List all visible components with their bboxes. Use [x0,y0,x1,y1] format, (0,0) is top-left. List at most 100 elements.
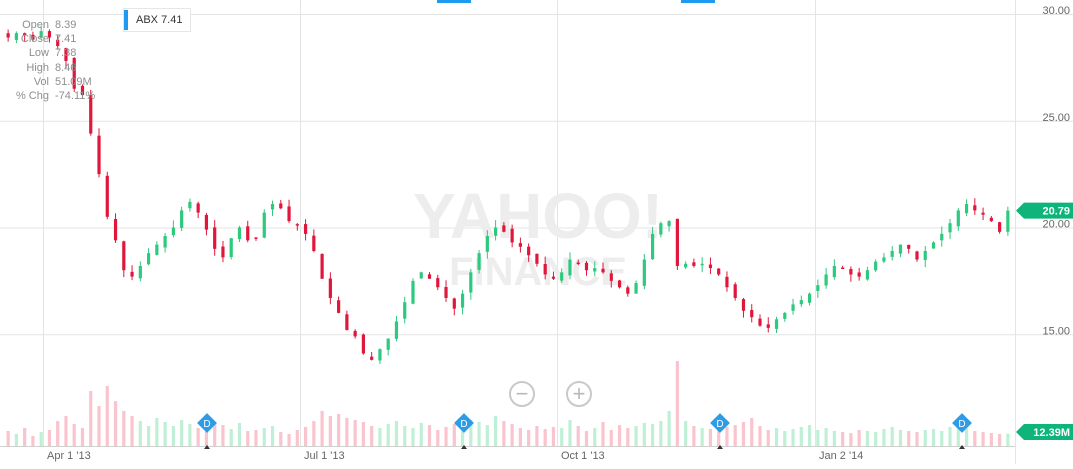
candle-body [551,276,556,279]
range-tab-indicator-1[interactable] [437,0,471,3]
volume-bars [6,361,1010,446]
volume-bar [650,424,655,446]
x-tick-label: Jan 2 '14 [819,450,863,462]
volume-bar [14,434,18,446]
candle-body [675,218,679,266]
candle-body [287,206,291,222]
candle-body [874,261,878,271]
dividend-diamond [952,413,972,433]
volume-bar [188,424,192,446]
dividend-marker[interactable]: D [710,413,730,449]
volume-bar [97,406,101,446]
candle-body [477,253,481,270]
volume-bar [378,428,382,446]
candle-body [907,244,911,249]
volume-bar [180,420,184,446]
candle-body [312,235,316,251]
candle-body [229,238,233,258]
volume-bar [155,418,159,446]
volume-bar [576,426,580,446]
volume-bar [956,425,960,446]
y-tick-label: 30.00 [1042,5,1070,17]
candle-body [708,264,713,269]
candle-body [510,228,514,243]
candle-body [138,265,142,279]
candle-body [163,236,167,248]
candle-body [89,94,93,134]
dividend-label: D [716,419,723,430]
candle-body [320,253,324,279]
candle-body [527,246,531,256]
volume-bar [23,428,27,446]
volume-bar [692,426,696,446]
candle-body [948,223,952,233]
volume-bar [708,429,713,446]
candle-body [295,224,299,226]
volume-bar [634,426,638,446]
candle-body [783,312,787,319]
volume-bar [617,425,622,446]
candle-body [328,278,332,298]
candle-body [973,205,977,211]
candle-body [865,270,870,280]
dividend-marker[interactable]: D [197,413,217,449]
volume-bar [113,401,118,446]
candle-body [97,135,101,175]
volume-bar [989,433,993,446]
volume-bar [270,426,275,446]
candle-body [64,48,68,61]
candle-body [642,259,646,286]
volume-bar [452,424,456,446]
zoom-out-button[interactable]: − [509,381,535,407]
volume-bar [6,431,10,446]
candle-body [270,204,275,210]
dividend-marker[interactable]: D [952,413,972,449]
volume-bar [717,430,721,446]
volume-bar [130,416,134,446]
dividend-label: D [460,419,467,430]
candle-body [518,243,522,247]
candle-body [39,31,43,38]
ticker-legend[interactable]: ABX 7.41 [123,8,192,32]
candle-body [452,298,456,309]
candle-body [560,272,564,281]
volume-bar [502,421,506,446]
dividend-marker[interactable]: D [454,413,474,449]
volume-bar [237,423,242,446]
candle-body [279,203,283,209]
volume-bar [560,428,564,446]
volume-bar [72,424,76,446]
volume-bar [337,414,341,446]
price-badge-shape [1016,202,1073,219]
zoom-in-button[interactable]: + [566,381,592,407]
candle-body [733,284,737,298]
y-tick-label: 20.00 [1042,219,1070,231]
volume-bar [39,432,43,446]
candle-body [14,33,18,40]
candle-body [791,304,795,311]
volume-bar [460,426,465,446]
candle-body [196,203,200,213]
candle-body [832,265,836,278]
volume-bar [841,432,845,446]
volume-bar [832,431,836,446]
plus-icon: + [572,381,586,406]
candle-body [535,253,539,264]
candle-body [799,300,803,305]
volume-bar [551,427,556,446]
candle-body [337,300,341,313]
candle-body [72,57,76,89]
candle-body [824,274,828,286]
volume-bar [601,422,605,446]
range-tab-indicator-2[interactable] [681,0,715,3]
volume-bar [31,436,35,446]
volume-bar [64,416,68,446]
candle-body [411,280,415,304]
volume-bar [791,429,795,446]
candle-body [931,242,936,249]
y-tick-label: 15.00 [1042,325,1070,337]
volume-bar [411,428,415,446]
